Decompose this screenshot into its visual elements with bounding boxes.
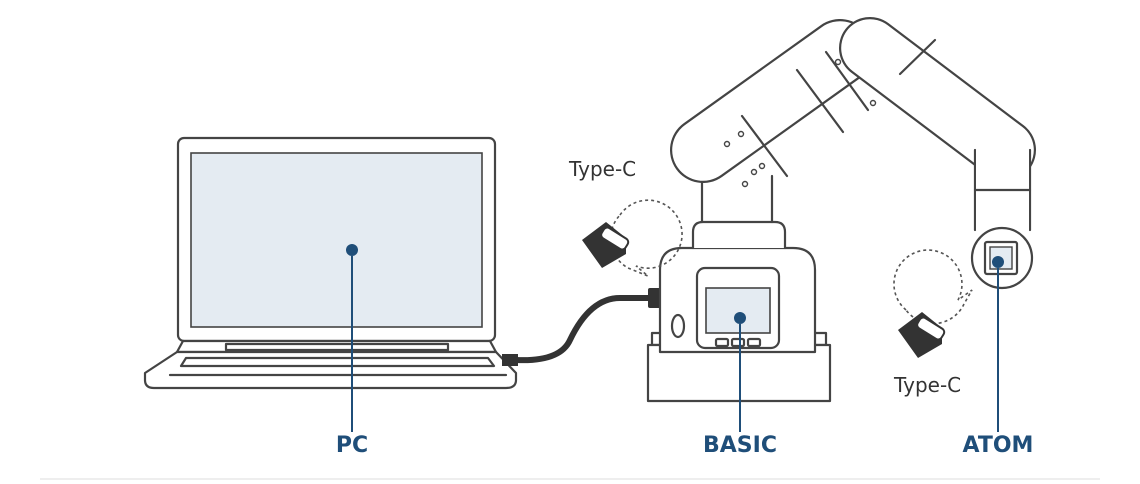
- usb-type-c-connector-icon: [898, 312, 946, 358]
- type-c-callout-basic: [582, 199, 683, 277]
- usb-type-c-connector-icon: [582, 222, 630, 268]
- pc-marker: [346, 244, 358, 432]
- type-c-label-top: Type-C: [568, 157, 636, 181]
- robot-arm-icon: [646, 17, 1036, 403]
- laptop-usb-port: [502, 354, 518, 366]
- basic-label: BASIC: [703, 433, 777, 458]
- laptop-screen: [190, 152, 483, 328]
- basic-screen: [705, 287, 771, 334]
- usb-cable: [513, 295, 653, 364]
- type-c-callout-atom: [893, 249, 973, 358]
- atom-label: ATOM: [963, 433, 1034, 458]
- pc-label: PC: [336, 433, 368, 458]
- atom-marker: [992, 256, 1004, 432]
- laptop-icon: [143, 136, 518, 390]
- type-c-label-bottom: Type-C: [893, 373, 961, 397]
- basic-marker: [734, 312, 746, 432]
